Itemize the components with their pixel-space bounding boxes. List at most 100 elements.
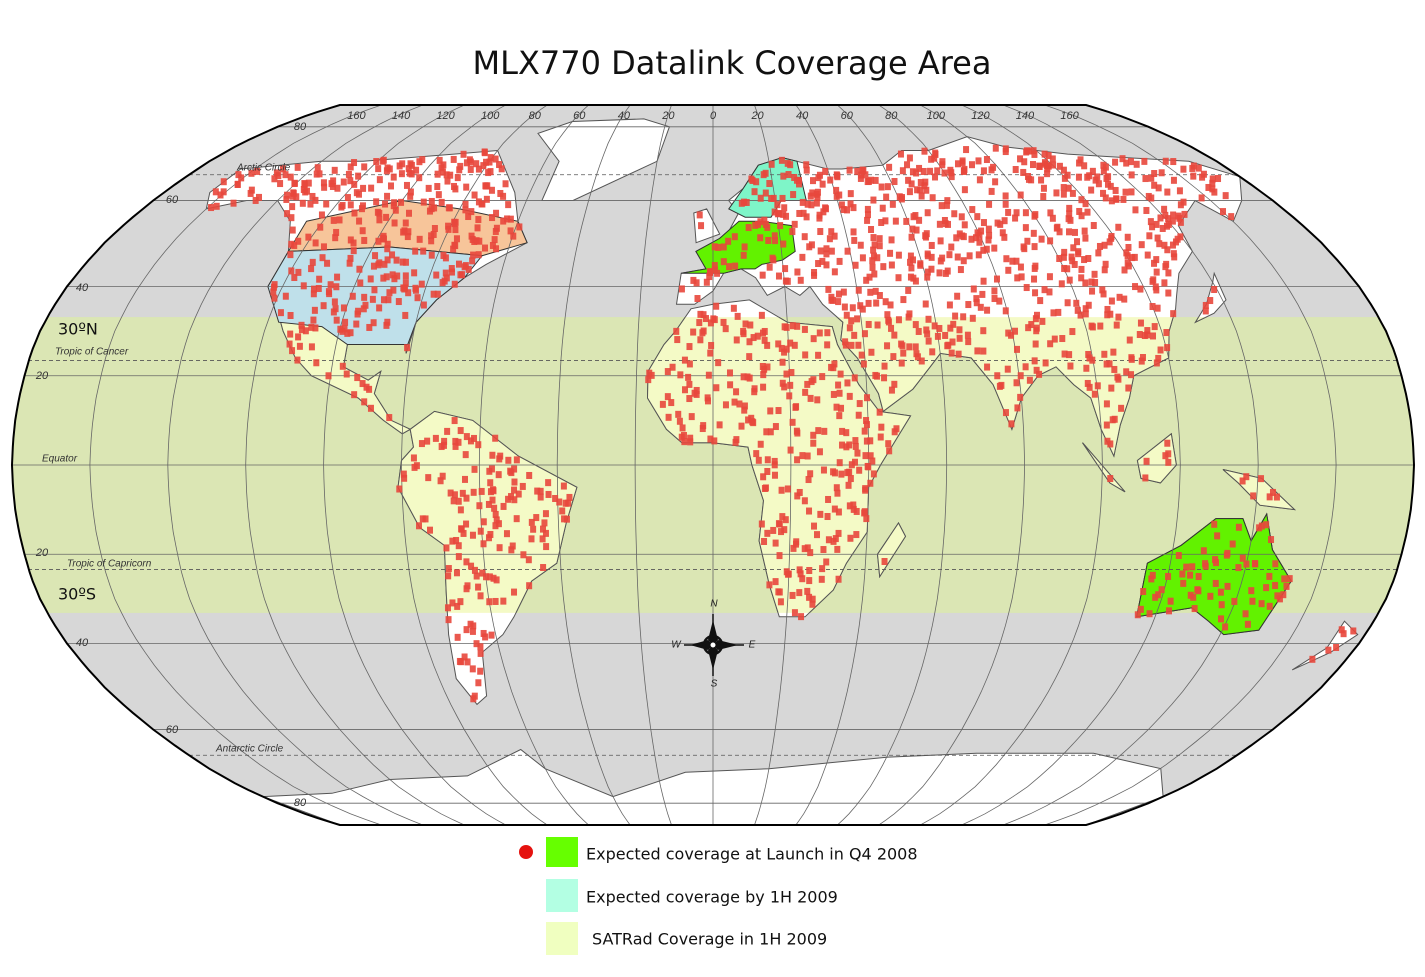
station-dot xyxy=(665,413,672,421)
station-dot xyxy=(288,214,295,222)
station-dot xyxy=(860,167,867,175)
station-dot xyxy=(505,456,512,464)
station-dot xyxy=(1047,340,1054,348)
station-dot xyxy=(1202,301,1209,309)
station-dot xyxy=(1040,184,1047,192)
station-dot xyxy=(465,265,472,273)
station-dot xyxy=(802,351,809,359)
station-dot xyxy=(487,479,494,487)
station-dot xyxy=(789,228,796,236)
station-dot xyxy=(917,260,924,268)
station-dot xyxy=(912,277,919,285)
station-dot xyxy=(287,311,294,319)
station-dot xyxy=(854,167,861,175)
station-dot xyxy=(883,193,890,201)
station-dot xyxy=(379,234,386,242)
station-dot xyxy=(878,423,885,431)
station-dot xyxy=(963,146,970,154)
station-dot xyxy=(1249,597,1256,605)
station-dot xyxy=(697,336,704,344)
station-dot xyxy=(298,326,305,334)
station-dot xyxy=(664,393,671,401)
station-dot xyxy=(399,258,406,266)
station-dot xyxy=(391,219,398,227)
station-dot xyxy=(973,234,980,242)
station-dot xyxy=(1025,324,1032,332)
station-dot xyxy=(980,327,987,335)
station-dot xyxy=(956,334,963,342)
station-dot xyxy=(791,341,798,349)
station-dot xyxy=(1078,212,1085,220)
station-dot xyxy=(850,505,857,513)
station-dot xyxy=(884,183,891,191)
station-dot xyxy=(477,667,484,675)
station-dot xyxy=(867,288,874,296)
station-dot xyxy=(1060,166,1067,174)
station-dot xyxy=(857,241,864,249)
station-dot xyxy=(1028,176,1035,184)
station-dot xyxy=(452,218,459,226)
station-dot xyxy=(707,349,714,357)
station-dot xyxy=(273,169,280,177)
station-dot xyxy=(515,490,522,498)
station-dot xyxy=(1228,213,1235,221)
station-dot xyxy=(890,353,897,361)
station-dot xyxy=(1169,217,1176,225)
station-dot xyxy=(664,368,671,376)
station-dot xyxy=(870,252,877,260)
station-dot xyxy=(761,365,768,373)
station-dot xyxy=(1036,162,1043,170)
station-dot xyxy=(732,262,739,270)
station-dot xyxy=(1128,354,1135,362)
station-dot xyxy=(359,380,366,388)
station-dot xyxy=(1150,276,1157,284)
station-dot xyxy=(715,359,722,367)
station-dot xyxy=(1165,269,1172,277)
station-dot xyxy=(493,209,500,217)
station-dot xyxy=(476,502,483,510)
station-dot xyxy=(929,348,936,356)
station-dot xyxy=(416,522,423,530)
station-dot xyxy=(1030,147,1037,155)
station-dot xyxy=(462,262,469,270)
station-dot xyxy=(819,180,826,188)
station-dot xyxy=(493,245,500,253)
station-dot xyxy=(1101,350,1108,358)
station-dot xyxy=(1056,162,1063,170)
station-dot xyxy=(965,301,972,309)
station-dot xyxy=(811,522,818,530)
station-dot xyxy=(362,301,369,309)
station-dot xyxy=(489,496,496,504)
station-dot xyxy=(916,164,923,172)
station-dot xyxy=(1118,404,1125,412)
station-dot xyxy=(441,437,448,445)
station-dot xyxy=(411,269,418,277)
station-dot xyxy=(764,467,771,475)
station-dot xyxy=(1144,251,1151,259)
station-dot xyxy=(455,497,462,505)
station-dot xyxy=(960,167,967,175)
station-dot xyxy=(810,335,817,343)
legend-label: Expected coverage at Launch in Q4 2008 xyxy=(586,845,918,864)
station-dot xyxy=(505,495,512,503)
station-dot xyxy=(1198,194,1205,202)
station-dot xyxy=(769,254,776,262)
station-dot xyxy=(556,498,563,506)
station-dot xyxy=(876,235,883,243)
station-dot xyxy=(858,351,865,359)
station-dot xyxy=(458,525,465,533)
station-dot xyxy=(1082,279,1089,287)
station-dot xyxy=(1081,162,1088,170)
station-dot xyxy=(492,597,499,605)
station-dot xyxy=(850,501,857,509)
station-dot xyxy=(1231,597,1238,605)
station-dot xyxy=(856,466,863,474)
station-dot xyxy=(1069,189,1076,197)
station-dot xyxy=(386,414,393,422)
station-dot xyxy=(986,231,993,239)
station-dot xyxy=(1123,368,1130,376)
station-dot xyxy=(814,396,821,404)
station-dot xyxy=(1002,409,1009,417)
station-dot xyxy=(862,486,869,494)
station-dot xyxy=(1280,591,1287,599)
